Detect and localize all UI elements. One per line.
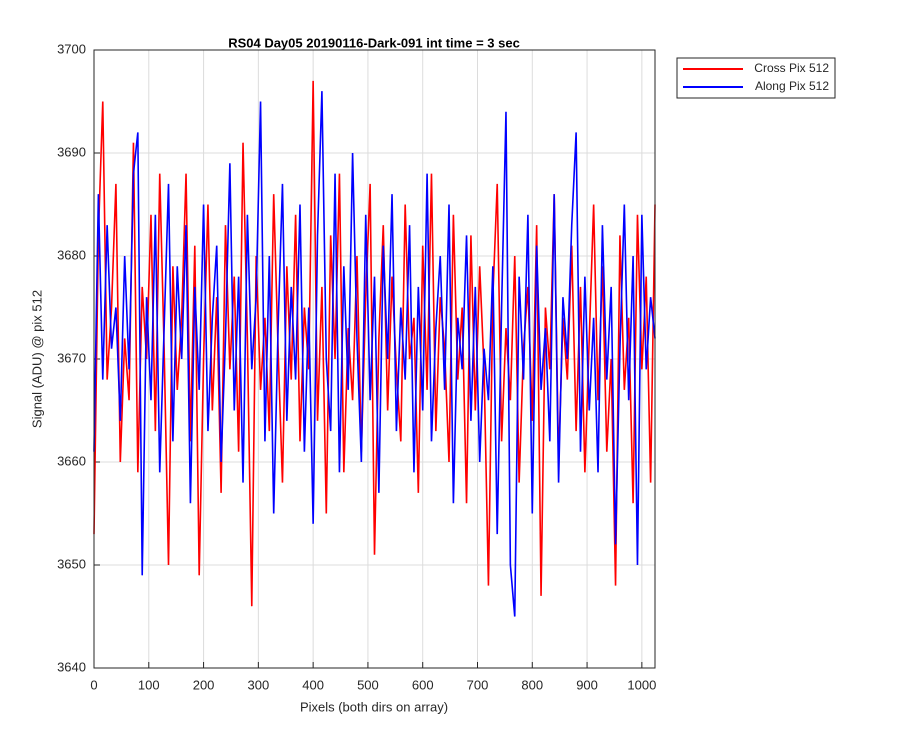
x-tick-label: 300 [248, 677, 270, 692]
chart-title: RS04 Day05 20190116-Dark-091 int time = … [228, 35, 520, 50]
x-tick-label: 700 [467, 677, 489, 692]
legend: Cross Pix 512 Along Pix 512 [676, 57, 836, 99]
x-tick-label: 600 [412, 677, 434, 692]
axes-box [93, 49, 656, 669]
x-axis-label: Pixels (both dirs on array) [300, 699, 448, 714]
y-tick-label: 3670 [57, 350, 86, 365]
legend-label: Along Pix 512 [755, 79, 829, 93]
y-axis-label: Signal (ADU) @ pix 512 [29, 290, 44, 428]
legend-label: Cross Pix 512 [754, 61, 829, 75]
x-tick-label: 400 [302, 677, 324, 692]
x-tick-label: 100 [138, 677, 160, 692]
x-tick-label: 900 [576, 677, 598, 692]
legend-box [676, 57, 836, 99]
y-tick-label: 3650 [57, 556, 86, 571]
x-tick-label: 800 [521, 677, 543, 692]
y-tick-label: 3700 [57, 41, 86, 56]
x-tick-label: 200 [193, 677, 215, 692]
x-tick-label: 0 [90, 677, 97, 692]
y-tick-label: 3680 [57, 247, 86, 262]
series-line [93, 91, 656, 617]
y-tick-label: 3640 [57, 659, 86, 674]
x-tick-label: 500 [357, 677, 379, 692]
x-tick-label: 1000 [627, 677, 656, 692]
y-tick-label: 3660 [57, 453, 86, 468]
y-tick-label: 3690 [57, 144, 86, 159]
